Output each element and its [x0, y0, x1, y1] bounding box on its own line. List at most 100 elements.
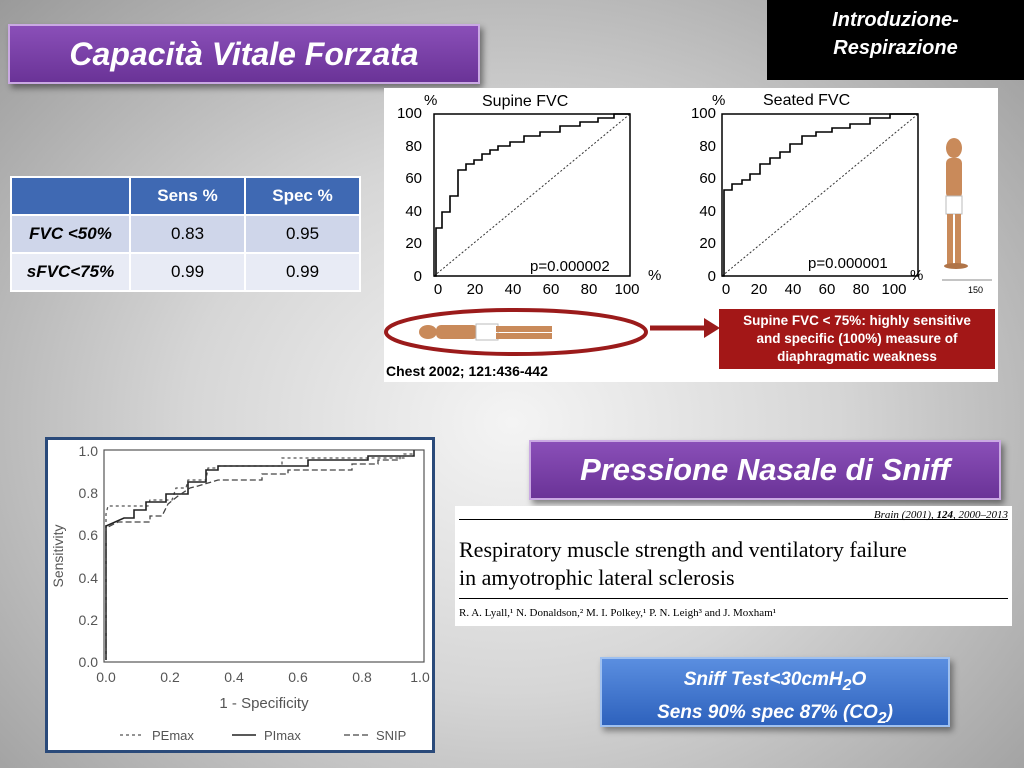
roc-y-label: Sensitivity: [50, 524, 66, 587]
legend-pimax: PImax: [264, 728, 301, 743]
table-header-blank: [10, 176, 131, 216]
supine-roc-curve: [434, 113, 630, 277]
paper-authors: R. A. Lyall,¹ N. Donaldson,² M. I. Polke…: [459, 607, 777, 619]
roc-x-tick: 0.2: [160, 669, 180, 685]
title-sniff-text: Pressione Nasale di Sniff: [580, 452, 950, 487]
paper-rule-bottom: [459, 598, 1008, 599]
red-box-line2: and specific (100%) measure of: [756, 331, 958, 346]
sniff-line1-sub: 2: [842, 676, 852, 694]
supine-x-tick: 0: [434, 281, 442, 298]
cell-spec: 0.95: [244, 214, 361, 254]
seated-y-tick: 100: [691, 105, 716, 122]
roc-plot-frame: [103, 449, 425, 663]
seated-unit: %: [712, 92, 725, 109]
seated-x-unit: %: [910, 267, 923, 284]
fvc-roc-figure: % Supine FVC p=0.000002 % 0 20 40 60 80 …: [384, 88, 998, 382]
roc-x-tick: 0.0: [96, 669, 116, 685]
roc-x-tick: 1.0: [410, 669, 430, 685]
supine-x-ticks: 0 20 40 60 80 100: [434, 281, 640, 298]
paper-journal-name: Brain (2001),: [873, 509, 937, 521]
supine-conclusion-box: Supine FVC < 75%: highly sensitive and s…: [719, 309, 995, 369]
roc-x-tick: 0.4: [224, 669, 244, 685]
row-label: FVC <50%: [10, 214, 131, 254]
title-sniff: Pressione Nasale di Sniff: [529, 440, 1001, 500]
paper-journal: Brain (2001), 124, 2000–2013: [874, 509, 1008, 521]
roc-x-tick: 0.8: [352, 669, 372, 685]
standing-person-icon: [944, 138, 968, 269]
pimax-curve: [105, 450, 415, 660]
seated-y-tick: 60: [699, 170, 716, 187]
lying-person-icon: [419, 323, 552, 341]
supine-x-tick: 40: [505, 281, 522, 298]
supine-y-tick: 40: [405, 203, 422, 220]
supine-x-tick: 100: [614, 281, 639, 298]
roc-y-tick: 0.0: [79, 654, 99, 670]
table-row: sFVC<75% 0.99 0.99: [10, 252, 361, 292]
seated-y-tick: 80: [699, 138, 716, 155]
seated-y-tick: 0: [708, 268, 716, 285]
roc-y-tick: 0.4: [79, 570, 99, 586]
paper-title-line2: in amyotrophic lateral sclerosis: [459, 565, 735, 590]
supine-x-tick: 60: [543, 281, 560, 298]
fvc-table: Sens % Spec % FVC <50% 0.83 0.95 sFVC<75…: [10, 176, 361, 292]
supine-unit: %: [424, 92, 437, 109]
supine-reference-line: [433, 113, 631, 277]
supine-highlight-ellipse: [384, 308, 648, 356]
supine-plot-frame: [433, 113, 631, 277]
sniff-line2-text: Sens 90% spec 87% (CO: [657, 701, 878, 723]
seated-x-tick: 60: [819, 281, 836, 298]
scale-mark: 150: [968, 285, 983, 295]
seated-y-ticks: 0 20 40 60 80 100: [691, 105, 716, 285]
section-label-line2: Respirazione: [833, 37, 958, 59]
pemax-curve: [105, 450, 413, 660]
seated-y-tick: 20: [699, 235, 716, 252]
section-label-line1: Introduzione-: [832, 9, 959, 31]
paper-volume: 124: [936, 509, 954, 521]
fig1-citation: Chest 2002; 121:436-442: [386, 363, 548, 379]
sniff-result-box: Sniff Test<30cmH2O Sens 90% spec 87% (CO…: [600, 657, 950, 727]
roc-y-tick: 0.8: [79, 485, 99, 501]
seated-y-tick: 40: [699, 203, 716, 220]
seated-plot-frame: [721, 113, 919, 277]
paper-title: Respiratory muscle strength and ventilat…: [459, 536, 907, 592]
seated-x-tick: 100: [881, 281, 906, 298]
table-header-sens: Sens %: [129, 176, 246, 216]
roc-y-tick: 0.6: [79, 527, 99, 543]
sniff-line1-text: Sniff Test<30cmH: [683, 669, 843, 690]
supine-y-ticks: 0 20 40 60 80 100: [397, 105, 422, 285]
cell-sens: 0.83: [129, 214, 246, 254]
paper-pages: , 2000–2013: [953, 509, 1008, 521]
row-label: sFVC<75%: [10, 252, 131, 292]
red-box-line3: diaphragmatic weakness: [777, 349, 937, 364]
supine-title: Supine FVC: [482, 93, 568, 110]
paper-header: Brain (2001), 124, 2000–2013 Respiratory…: [455, 506, 1012, 626]
roc-y-ticks: 0.0 0.2 0.4 0.6 0.8 1.0: [79, 443, 99, 670]
supine-y-tick: 0: [414, 268, 422, 285]
cell-spec: 0.99: [244, 252, 361, 292]
supine-p-value: p=0.000002: [530, 258, 610, 275]
sniff-line2-sub: 2: [877, 709, 887, 727]
supine-x-tick: 80: [581, 281, 598, 298]
arrow-head-icon: [704, 318, 720, 338]
seated-x-tick: 0: [722, 281, 730, 298]
supine-y-tick: 100: [397, 105, 422, 122]
sniff-roc-svg: 0.0 0.2 0.4 0.6 0.8 1.0 0.0 0.2 0.4 0.6 …: [50, 443, 430, 743]
seated-x-tick: 40: [785, 281, 802, 298]
title-fvc-text: Capacità Vitale Forzata: [69, 35, 419, 72]
sniff-roc-figure: 0.0 0.2 0.4 0.6 0.8 1.0 0.0 0.2 0.4 0.6 …: [45, 437, 435, 753]
table-row: FVC <50% 0.83 0.95: [10, 214, 361, 254]
snip-curve: [105, 450, 415, 660]
roc-y-tick: 1.0: [79, 443, 99, 459]
supine-y-tick: 80: [405, 138, 422, 155]
sniff-line1: Sniff Test<30cmH2O: [602, 666, 948, 699]
legend-snip: SNIP: [376, 728, 406, 743]
section-label: Introduzione- Respirazione: [767, 0, 1024, 80]
sniff-line2-post: ): [886, 701, 893, 723]
red-box-line1: Supine FVC < 75%: highly sensitive: [743, 313, 971, 328]
cell-sens: 0.99: [129, 252, 246, 292]
paper-rule-top: [459, 519, 1008, 520]
roc-x-tick: 0.6: [288, 669, 308, 685]
seated-x-tick: 20: [751, 281, 768, 298]
seated-title: Seated FVC: [763, 92, 850, 109]
sniff-line2: Sens 90% spec 87% (CO2): [602, 699, 948, 732]
